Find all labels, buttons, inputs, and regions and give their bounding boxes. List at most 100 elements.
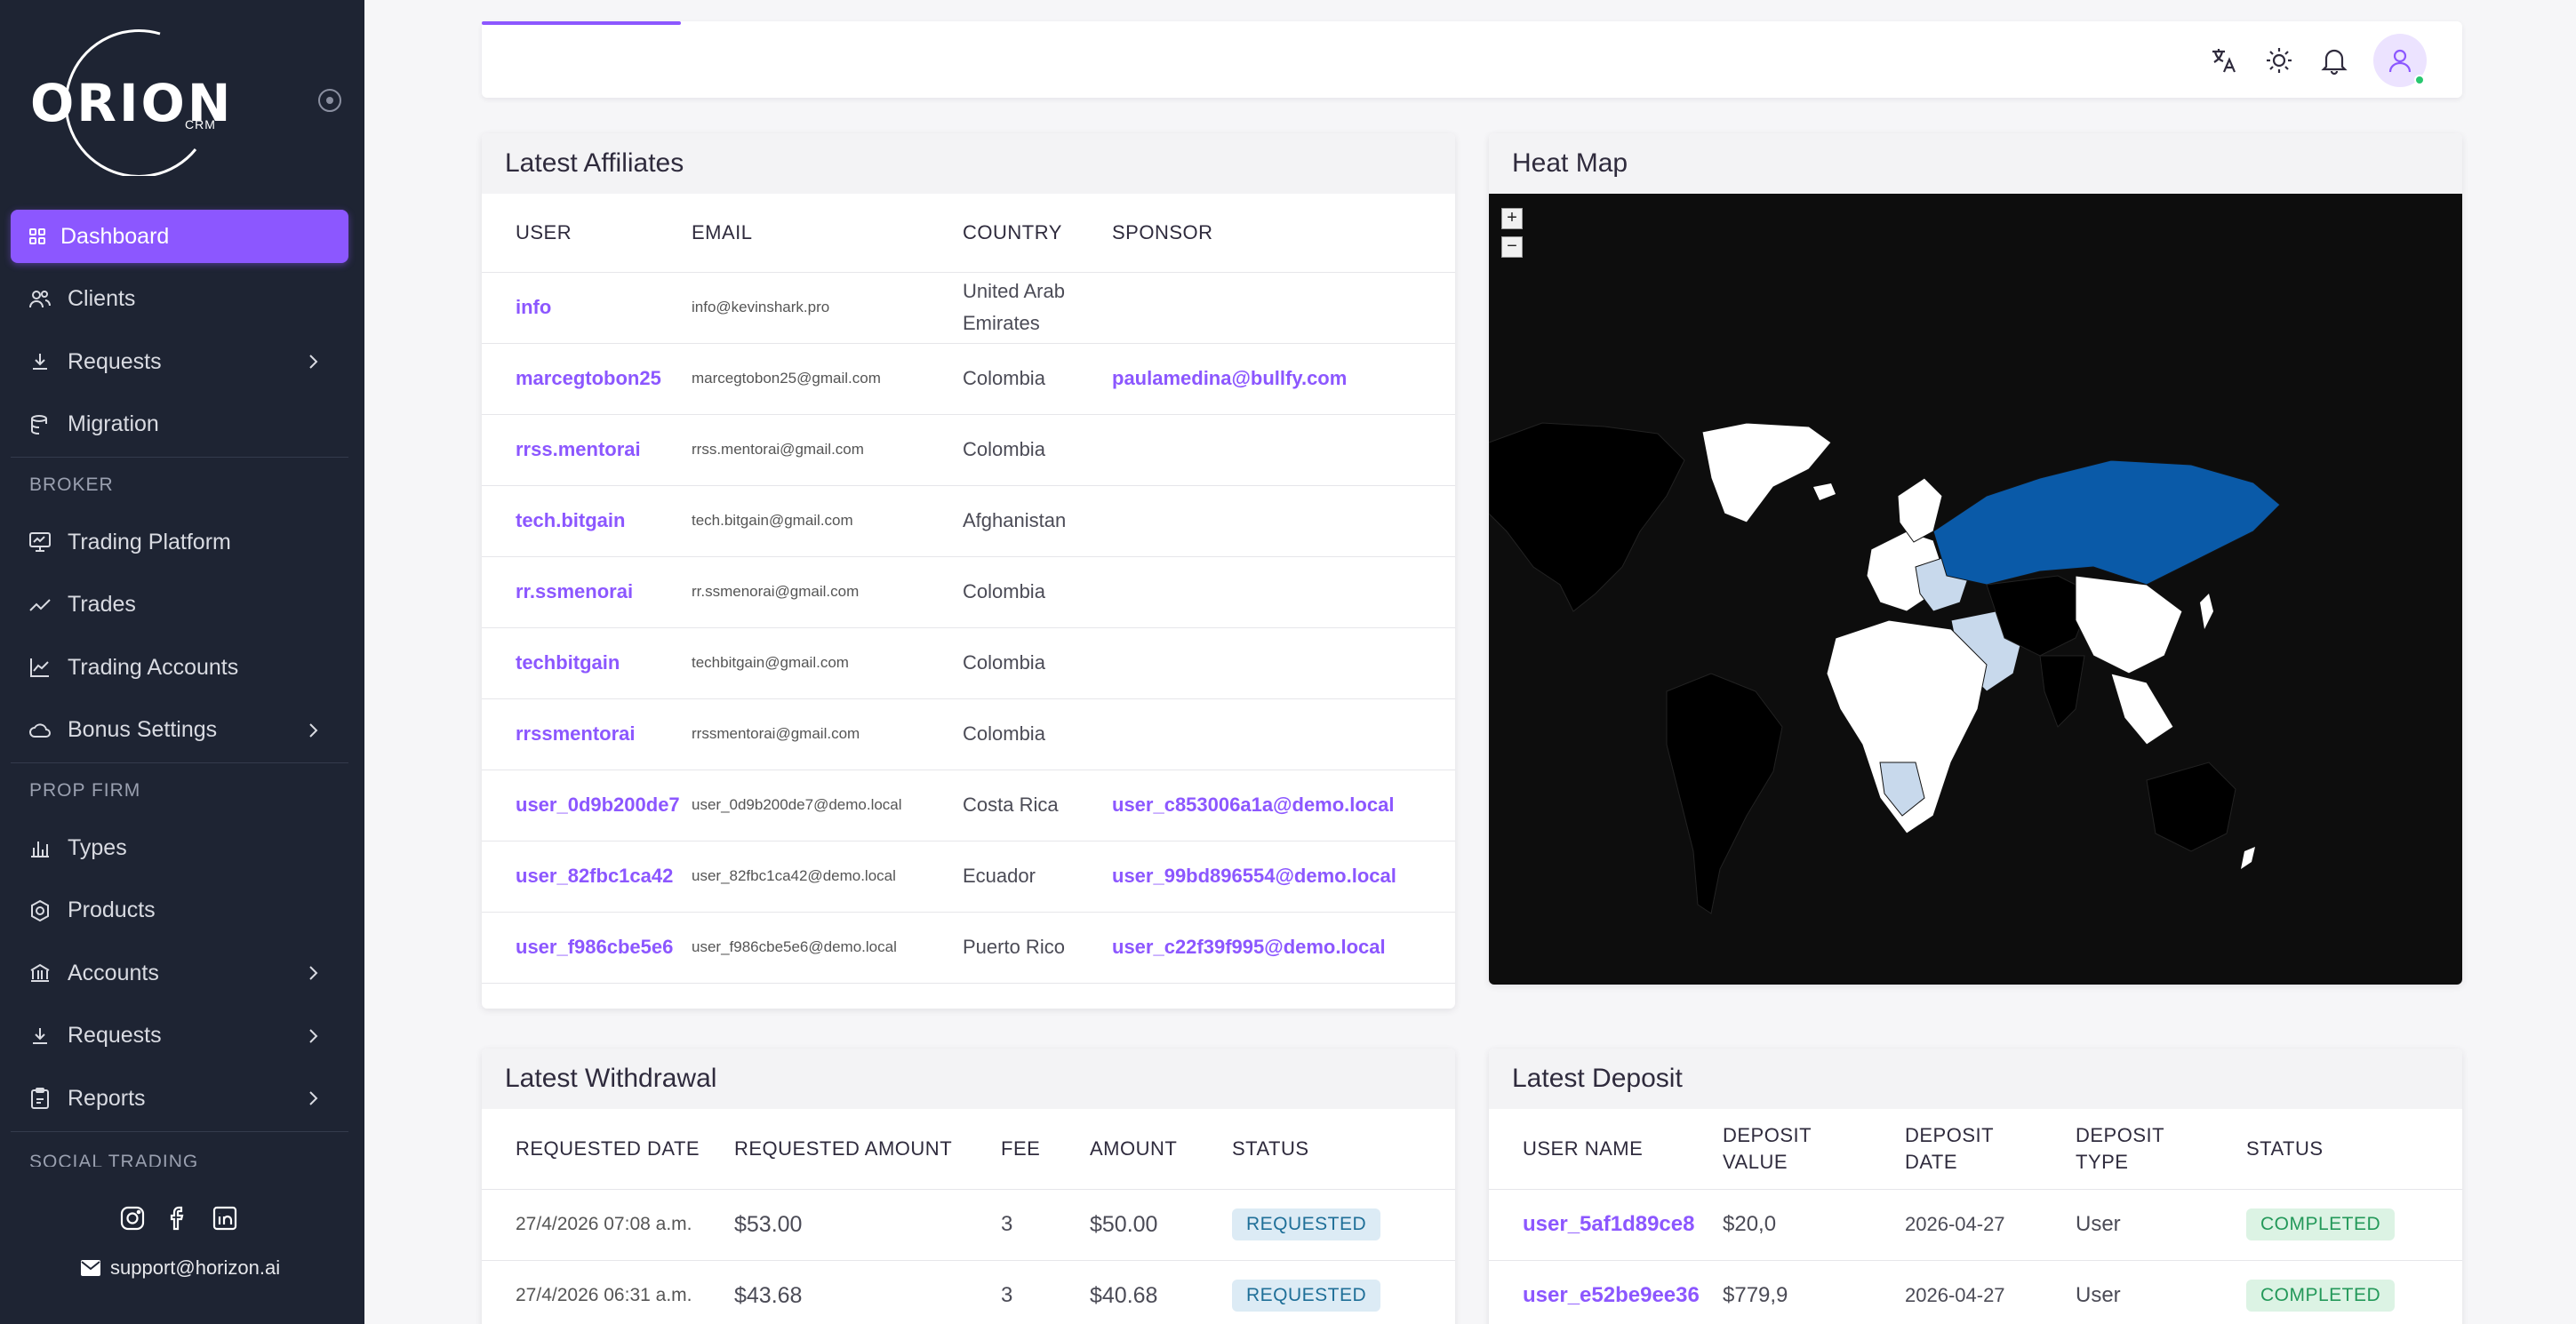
- zoom-in-button[interactable]: +: [1501, 208, 1523, 229]
- linkedin-icon[interactable]: [212, 1205, 238, 1232]
- sidebar-item-label: Trades: [68, 592, 136, 617]
- user-link[interactable]: info: [516, 296, 552, 318]
- sidebar-item-clients[interactable]: Clients: [11, 273, 348, 326]
- user-link[interactable]: user_0d9b200de7: [516, 794, 680, 816]
- user-link[interactable]: techbitgain: [516, 651, 620, 674]
- withdrawal-table-wrap: REQUESTED DATE REQUESTED AMOUNT FEE AMOU…: [482, 1109, 1455, 1324]
- column-header[interactable]: FEE: [1001, 1109, 1090, 1190]
- user-name-cell: user_e52be9ee36: [1489, 1260, 1723, 1324]
- table-row[interactable]: user_82fbc1ca42 user_82fbc1ca42@demo.loca…: [482, 841, 1455, 913]
- user-link[interactable]: rrssmentorai: [516, 722, 636, 745]
- user-link[interactable]: user_e52be9ee36: [1523, 1283, 1700, 1307]
- user-link[interactable]: user_82fbc1ca42: [516, 865, 674, 887]
- sponsor-link[interactable]: user_99bd896554@demo.local: [1112, 865, 1396, 887]
- user-name-cell: user_5af1d89ce8: [1489, 1189, 1723, 1261]
- affiliates-table-wrap: USER EMAIL COUNTRY SPONSOR info info@kevi…: [482, 194, 1455, 984]
- translate-icon[interactable]: [2208, 44, 2240, 76]
- sidebar-item-reports[interactable]: Reports: [11, 1072, 348, 1125]
- table-row[interactable]: tech.bitgain tech.bitgain@gmail.com Afghan…: [482, 485, 1455, 557]
- table-row[interactable]: 27/4/2026 07:08 a.m. $53.00 3 $50.00 REQUEST…: [482, 1189, 1455, 1261]
- sidebar-item-trading-accounts[interactable]: Trading Accounts: [11, 641, 348, 694]
- download-icon: [28, 350, 52, 373]
- column-header[interactable]: REQUESTED AMOUNT: [734, 1109, 1001, 1190]
- country-cell: Puerto Rico: [963, 912, 1112, 984]
- sidebar-item-dashboard[interactable]: Dashboard: [11, 210, 348, 263]
- sidebar-item-trades[interactable]: Trades: [11, 578, 348, 632]
- deposit-table: USER NAME DEPOSIT VALUE DEPOSIT DATE DEP…: [1489, 1109, 2462, 1324]
- column-header[interactable]: DEPOSIT TYPE: [2076, 1109, 2246, 1190]
- column-header[interactable]: DEPOSIT VALUE: [1723, 1109, 1905, 1190]
- table-row[interactable]: marcegtobon25 marcegtobon25@gmail.com Colo…: [482, 343, 1455, 415]
- sponsor-link[interactable]: paulamedina@bullfy.com: [1112, 367, 1348, 389]
- column-header[interactable]: USER NAME: [1489, 1109, 1723, 1190]
- column-header[interactable]: AMOUNT: [1090, 1109, 1232, 1190]
- status-cell: REQUESTED: [1232, 1260, 1455, 1324]
- deposit-value-cell: $779,9: [1723, 1260, 1905, 1324]
- orion-logo[interactable]: ORION CRM: [27, 25, 240, 178]
- sidebar-item-prop-requests[interactable]: Requests: [11, 1009, 348, 1063]
- sponsor-link[interactable]: user_c22f39f995@demo.local: [1112, 936, 1386, 958]
- table-row[interactable]: user_f986cbe5e6 user_f986cbe5e6@demo.loca…: [482, 912, 1455, 984]
- user-link[interactable]: user_f986cbe5e6: [516, 936, 674, 958]
- avatar[interactable]: [2373, 34, 2427, 87]
- sidebar-collapse-toggle[interactable]: [318, 89, 341, 112]
- bell-icon[interactable]: [2318, 44, 2350, 76]
- sidebar-item-products[interactable]: Products: [11, 884, 348, 937]
- sidebar-item-label: Trading Accounts: [68, 654, 239, 680]
- table-row[interactable]: 27/4/2026 06:31 a.m. $43.68 3 $40.68 REQUEST…: [482, 1260, 1455, 1324]
- column-header-label: USER NAME: [1523, 1137, 1644, 1160]
- table-row[interactable]: info info@kevinshark.pro United Arab Emira…: [482, 272, 1455, 344]
- column-header[interactable]: REQUESTED DATE: [482, 1109, 734, 1190]
- sidebar-item-types[interactable]: Types: [11, 821, 348, 874]
- table-row[interactable]: rrss.mentorai rrss.mentorai@gmail.com Colo…: [482, 414, 1455, 486]
- table-row[interactable]: user_0d9b200de7 user_0d9b200de7@demo.loca…: [482, 770, 1455, 841]
- facebook-icon[interactable]: [165, 1205, 192, 1232]
- sidebar-item-requests[interactable]: Requests: [11, 335, 348, 388]
- sun-icon[interactable]: [2263, 44, 2295, 76]
- sidebar-item-trading-platform[interactable]: Trading Platform: [11, 515, 348, 569]
- trend-icon: [28, 594, 52, 617]
- user-link[interactable]: rrss.mentorai: [516, 438, 641, 460]
- sidebar-item-migration[interactable]: Migration: [11, 398, 348, 451]
- user-link[interactable]: tech.bitgain: [516, 509, 626, 531]
- sidebar-item-label: Migration: [68, 411, 159, 436]
- world-heat-map[interactable]: + −: [1489, 194, 2462, 985]
- users-icon: [28, 288, 52, 311]
- table-row[interactable]: user_5af1d89ce8 $20,0 2026-04-27 User COMPLE…: [1489, 1189, 2462, 1261]
- user-link[interactable]: rr.ssmenorai: [516, 580, 634, 602]
- sidebar-item-bonus-settings[interactable]: Bonus Settings: [11, 704, 348, 757]
- support-email[interactable]: support@horizon.ai: [80, 1256, 280, 1280]
- sidebar-item-accounts[interactable]: Accounts: [11, 946, 348, 1000]
- column-header[interactable]: USER: [482, 194, 692, 273]
- user-cell: rrssmentorai: [482, 698, 692, 770]
- country-cell: Colombia: [963, 414, 1112, 486]
- card-title: Latest Withdrawal: [482, 1049, 1455, 1109]
- sidebar-item-label: Requests: [68, 1023, 162, 1048]
- column-header[interactable]: DEPOSIT DATE: [1905, 1109, 2076, 1190]
- card-title: Latest Deposit: [1489, 1049, 2462, 1109]
- table-row[interactable]: rr.ssmenorai rr.ssmenorai@gmail.com Colomb…: [482, 556, 1455, 628]
- column-header-label: DEPOSIT VALUE: [1723, 1123, 1812, 1173]
- sidebar-footer: support@horizon.ai: [0, 1171, 364, 1324]
- user-cell: user_f986cbe5e6: [482, 912, 692, 984]
- table-row[interactable]: user_e52be9ee36 $779,9 2026-04-27 User COMPL…: [1489, 1260, 2462, 1324]
- column-header-label: DEPOSIT TYPE: [2076, 1123, 2164, 1173]
- chevron-right-icon: [309, 722, 318, 738]
- topbar-accent: [482, 21, 681, 25]
- column-header[interactable]: STATUS: [2246, 1109, 2462, 1190]
- withdrawal-table: REQUESTED DATE REQUESTED AMOUNT FEE AMOU…: [482, 1109, 1455, 1324]
- user-link[interactable]: user_5af1d89ce8: [1523, 1212, 1695, 1236]
- column-header[interactable]: SPONSOR: [1112, 194, 1455, 273]
- sponsor-link[interactable]: user_c853006a1a@demo.local: [1112, 794, 1395, 816]
- column-header[interactable]: EMAIL: [692, 194, 963, 273]
- column-header[interactable]: COUNTRY: [963, 194, 1112, 273]
- table-row[interactable]: rrssmentorai rrssmentorai@gmail.com Colomb…: [482, 698, 1455, 770]
- table-row[interactable]: techbitgain techbitgain@gmail.com Colombia: [482, 627, 1455, 699]
- column-header[interactable]: STATUS: [1232, 1109, 1455, 1190]
- instagram-icon[interactable]: [119, 1205, 146, 1232]
- zoom-out-button[interactable]: −: [1501, 236, 1523, 258]
- map-region-india: [2039, 655, 2085, 728]
- email-cell: marcegtobon25@gmail.com: [692, 343, 963, 415]
- user-link[interactable]: marcegtobon25: [516, 367, 661, 389]
- chevron-right-icon: [309, 966, 318, 980]
